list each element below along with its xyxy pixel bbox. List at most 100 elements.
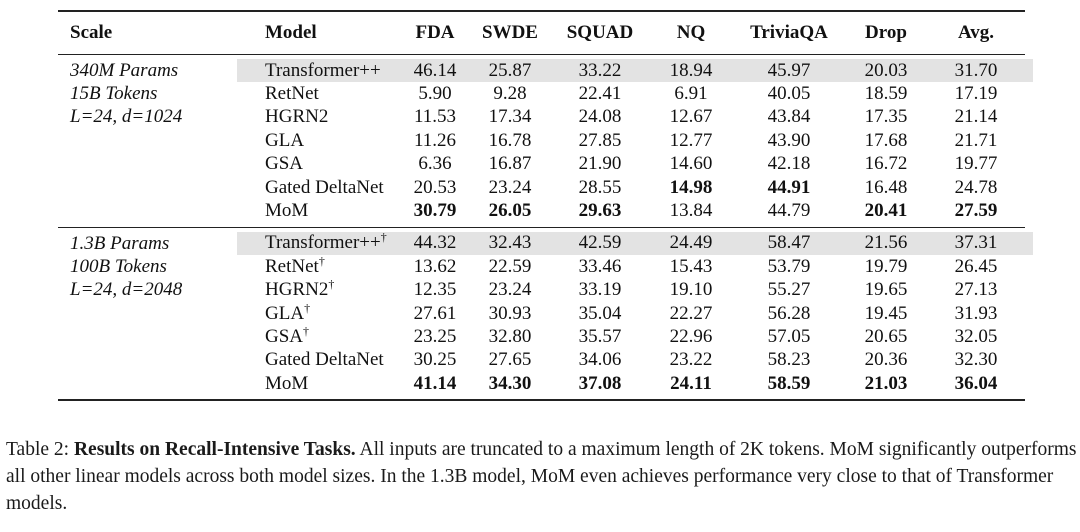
model-name: HGRN2† xyxy=(243,277,401,301)
group-rule xyxy=(58,226,1025,228)
cell-swde: 22.59 xyxy=(488,255,532,277)
model-name: Gated DeltaNet xyxy=(243,177,401,199)
cell-swde: 23.24 xyxy=(488,176,532,198)
cell-drop: 20.03 xyxy=(864,59,908,81)
cell-nq: 22.27 xyxy=(669,302,713,324)
caption-lead: Results on Recall-Intensive Tasks. xyxy=(73,439,356,460)
cell-squad: 35.04 xyxy=(578,302,622,324)
model-label: RetNet xyxy=(265,255,319,277)
cell-drop: 20.41 xyxy=(864,200,908,222)
scale-line: L=24, d=1024 xyxy=(70,106,183,128)
model-label: MoM xyxy=(265,372,309,394)
dagger-mark: † xyxy=(328,277,335,292)
header-drop: Drop xyxy=(865,22,907,43)
header-swde: SWDE xyxy=(482,22,538,43)
cell-nq: 12.77 xyxy=(669,129,713,151)
cell-avg: 31.70 xyxy=(954,59,998,81)
table-row: RetNet† 13.62 22.59 33.46 15.43 53.79 19.79 26.… xyxy=(243,255,1025,278)
cell-fda: 11.26 xyxy=(413,129,457,151)
model-label: GLA xyxy=(265,129,305,151)
cell-avg: 26.45 xyxy=(954,255,998,277)
scale-line: 15B Tokens xyxy=(70,83,158,105)
cell-triviaqa: 56.28 xyxy=(767,302,811,324)
cell-avg: 24.78 xyxy=(954,176,998,198)
table-row: HGRN2† 12.35 23.24 33.19 19.10 55.27 19.65 27.1… xyxy=(243,277,1025,302)
cell-avg: 19.77 xyxy=(954,153,998,175)
scale-cell: 1.3B Params 100B Tokens L=24, d=2048 xyxy=(58,232,243,396)
cell-nq: 18.94 xyxy=(669,59,713,81)
cell-drop: 19.79 xyxy=(864,255,908,277)
model-label: GLA xyxy=(265,302,305,324)
group-rows: Transformer++† 44.32 32.43 42.59 24.49 58.47 2… xyxy=(237,231,1033,396)
cell-avg: 17.19 xyxy=(954,83,998,105)
table-caption: Table 2: Results on Recall-Intensive Tas… xyxy=(6,436,1078,517)
table-row: MoM 30.79 26.05 29.63 13.84 44.79 20.41 27.59 xyxy=(243,199,1025,222)
cell-fda: 30.79 xyxy=(413,200,457,222)
cell-swde: 23.24 xyxy=(488,279,532,301)
model-label: Transformer++ xyxy=(265,232,381,254)
model-name: RetNet xyxy=(243,83,401,105)
cell-squad: 33.19 xyxy=(578,279,622,301)
cell-triviaqa: 57.05 xyxy=(767,325,811,347)
cell-fda: 27.61 xyxy=(413,302,457,324)
table-row: GSA† 23.25 32.80 35.57 22.96 57.05 20.65 32.05 xyxy=(243,325,1025,348)
cell-swde: 16.87 xyxy=(488,153,532,175)
cell-fda: 20.53 xyxy=(413,176,457,198)
bottom-rule xyxy=(58,399,1025,402)
model-name: Transformer++ xyxy=(243,60,401,82)
cell-squad: 21.90 xyxy=(578,153,622,175)
cell-avg: 27.13 xyxy=(954,279,998,301)
cell-swde: 17.34 xyxy=(488,106,532,128)
cell-nq: 12.67 xyxy=(669,106,713,128)
model-label: GSA xyxy=(265,325,304,347)
top-rule xyxy=(58,10,1025,12)
model-name: MoM xyxy=(243,373,401,395)
table-row: GLA 11.26 16.78 27.85 12.77 43.90 17.68 21.71 xyxy=(243,129,1025,152)
model-label: MoM xyxy=(265,200,309,222)
model-name: HGRN2 xyxy=(243,106,401,128)
cell-triviaqa: 42.18 xyxy=(767,153,811,175)
cell-squad: 29.63 xyxy=(578,200,622,222)
table-group: 1.3B Params 100B Tokens L=24, d=2048 Transf… xyxy=(58,228,1033,400)
cell-triviaqa: 43.90 xyxy=(767,129,811,151)
table-row: Gated DeltaNet 20.53 23.24 28.55 14.98 44.91 1… xyxy=(243,176,1025,199)
cell-triviaqa: 55.27 xyxy=(767,279,811,301)
dagger-mark: † xyxy=(304,300,311,315)
cell-swde: 32.80 xyxy=(488,325,532,347)
caption-text: All inputs are truncated to a maximum le… xyxy=(6,439,1077,514)
model-label: Gated DeltaNet xyxy=(265,176,384,198)
cell-fda: 6.36 xyxy=(418,153,452,175)
cell-fda: 30.25 xyxy=(413,349,457,371)
cell-nq: 13.84 xyxy=(669,200,713,222)
cell-drop: 19.45 xyxy=(864,302,908,324)
cell-triviaqa: 43.84 xyxy=(767,106,811,128)
cell-avg: 32.05 xyxy=(954,325,998,347)
cell-avg: 36.04 xyxy=(954,372,998,394)
cell-triviaqa: 44.79 xyxy=(767,200,811,222)
scale-line: 340M Params xyxy=(70,60,179,81)
model-name: GLA xyxy=(243,130,401,152)
dagger-mark: † xyxy=(303,323,310,338)
cell-triviaqa: 40.05 xyxy=(767,83,811,105)
cell-avg: 21.14 xyxy=(954,106,998,128)
cell-fda: 23.25 xyxy=(413,325,457,347)
table-header-row: Scale Model FDA SWDE SQUAD NQ TriviaQA D… xyxy=(58,12,1025,54)
cell-swde: 9.28 xyxy=(493,83,527,105)
cell-triviaqa: 58.23 xyxy=(767,349,811,371)
cell-fda: 46.14 xyxy=(413,59,457,81)
cell-avg: 32.30 xyxy=(954,349,998,371)
cell-nq: 22.96 xyxy=(669,325,713,347)
model-name: GLA† xyxy=(243,300,401,325)
model-name: RetNet† xyxy=(243,255,401,278)
model-label: HGRN2 xyxy=(265,106,329,128)
model-label: Transformer++ xyxy=(265,59,381,81)
cell-nq: 19.10 xyxy=(669,279,713,301)
cell-nq: 23.22 xyxy=(669,349,713,371)
cell-swde: 26.05 xyxy=(488,200,532,222)
cell-fda: 41.14 xyxy=(413,372,457,394)
table-row: GSA 6.36 16.87 21.90 14.60 42.18 16.72 19.77 xyxy=(243,153,1025,176)
model-label: GSA xyxy=(265,153,304,175)
group-rows: Transformer++ 46.14 25.87 33.22 18.94 45.97 20… xyxy=(237,59,1033,223)
cell-drop: 17.68 xyxy=(864,129,908,151)
